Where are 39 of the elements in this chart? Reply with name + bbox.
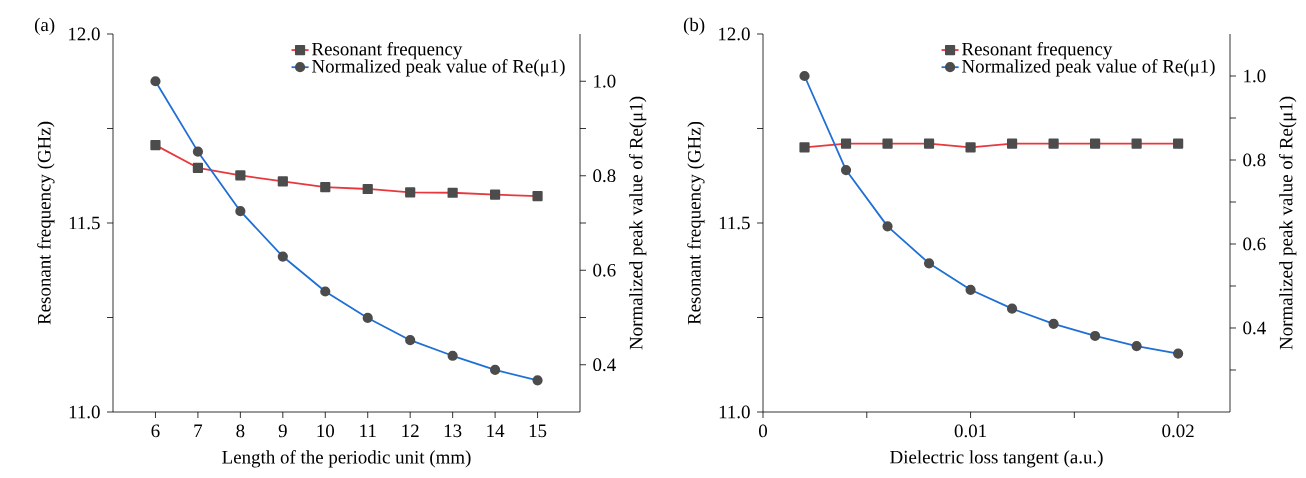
y2-tick-label: 1.0 — [1244, 69, 1266, 83]
text: (a) — [34, 17, 55, 35]
x-tick-label: 10 — [317, 424, 335, 438]
y-tick-label: 11.5 — [719, 216, 750, 230]
x-axis-title: Length of the periodic unit (mm) — [222, 450, 471, 468]
x-tick-label: 8 — [236, 424, 245, 438]
x-tick-label: 14 — [487, 424, 505, 437]
y2-tick-label: 0.8 — [1243, 153, 1266, 167]
x-tick-label: 6 — [151, 424, 160, 438]
y-tick-label: 11.0 — [69, 405, 100, 419]
legend-label: Normalized peak value of Re(μ1) — [312, 59, 565, 77]
text: (b) — [683, 17, 705, 35]
y-tick-label: 12.0 — [69, 27, 100, 41]
y2-tick-label: 1.0 — [594, 74, 616, 88]
y-axis-title: Resonant frequency (GHz) — [687, 121, 705, 325]
x-tick-label: 15 — [529, 424, 547, 438]
x-axis-title: Dielectric loss tangent (a.u.) — [890, 450, 1103, 468]
y2-tick-label: 0.6 — [593, 263, 616, 277]
legend-label: Normalized peak value of Re(μ1) — [962, 59, 1215, 77]
y2-axis-title: Normalized peak value of Re(μ1) — [628, 96, 647, 350]
x-tick-label: 7 — [194, 424, 203, 437]
y-tick-label: 11.5 — [69, 216, 100, 230]
x-tick-label: 0.01 — [954, 424, 986, 438]
legend-label: Resonant frequency — [312, 41, 463, 60]
x-tick-label: 11 — [360, 424, 376, 437]
y2-tick-label: 0.4 — [593, 358, 616, 372]
y2-tick-label: 0.6 — [1243, 237, 1266, 251]
legend-label: Resonant frequency — [962, 41, 1113, 60]
x-tick-label: 9 — [278, 424, 287, 438]
x-tick-label: 13 — [444, 424, 462, 438]
y-tick-label: 11.0 — [719, 405, 750, 419]
y2-tick-label: 0.8 — [593, 169, 616, 183]
x-tick-label: 0.02 — [1162, 424, 1194, 438]
x-tick-label: 12 — [402, 424, 419, 438]
x-tick-label: 0 — [759, 424, 768, 438]
y2-axis-title: Normalized peak value of Re(μ1) — [1279, 96, 1297, 350]
y2-tick-label: 0.4 — [1243, 321, 1266, 335]
y-axis-title: Resonant frequency (GHz) — [37, 121, 55, 325]
y-tick-label: 12.0 — [719, 27, 750, 41]
